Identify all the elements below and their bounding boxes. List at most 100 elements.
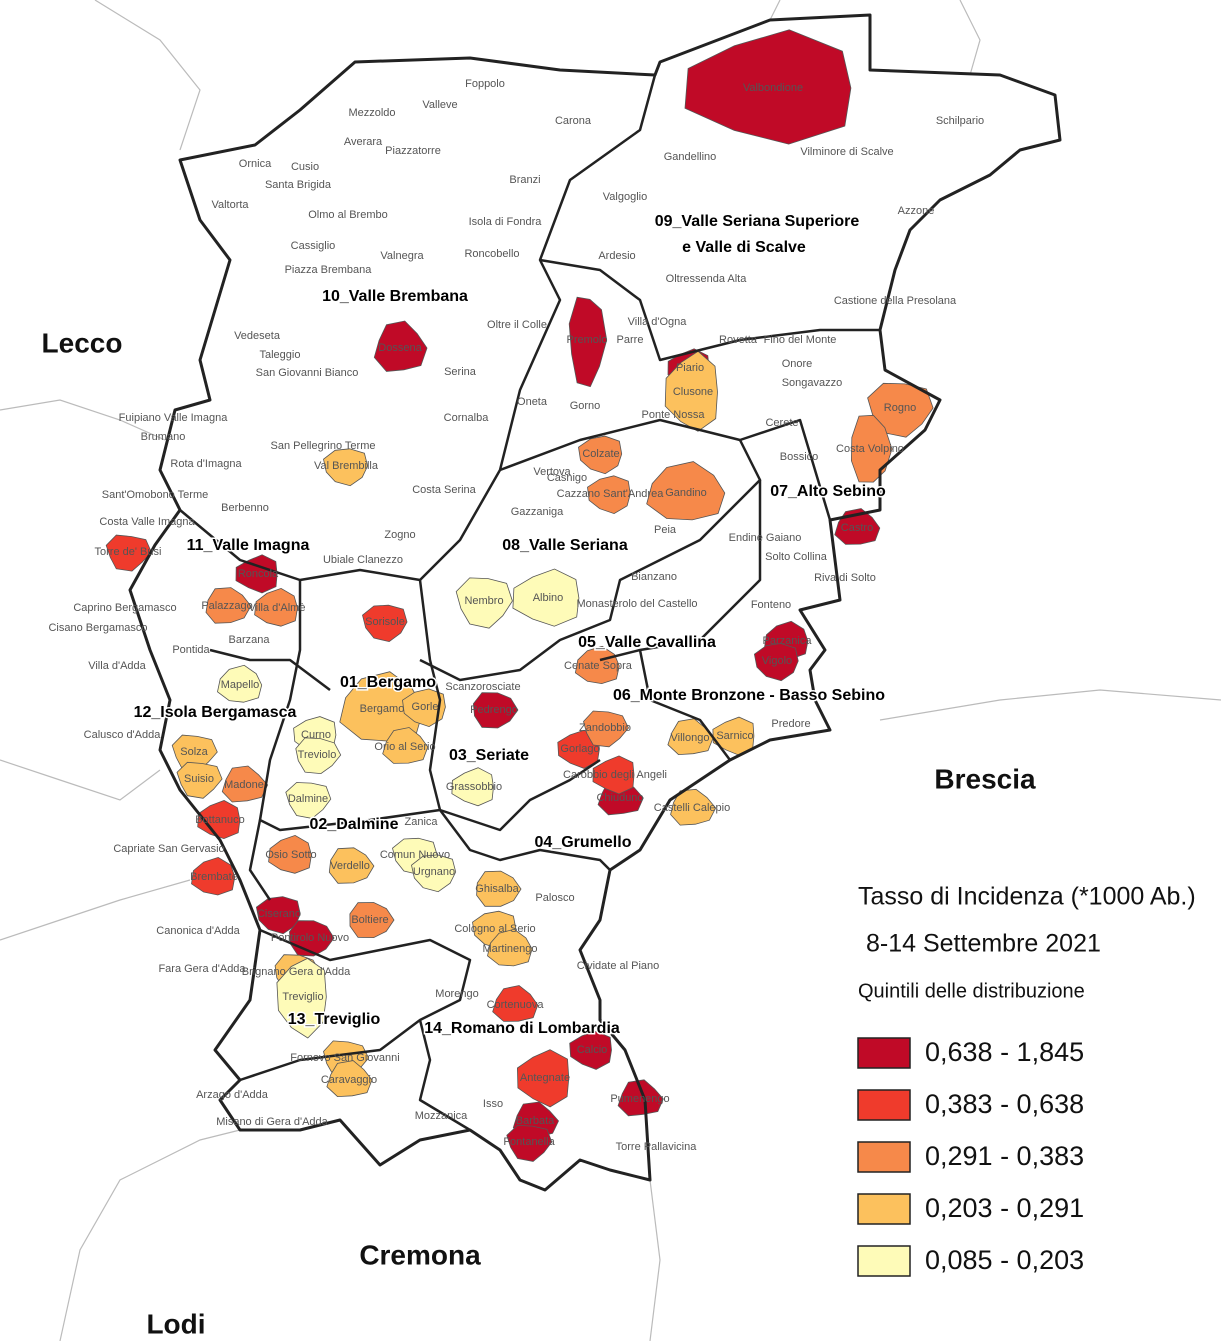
- municipality-label: Fino del Monte: [764, 334, 837, 346]
- municipality-label: Scanzorosciate: [445, 681, 520, 693]
- district-label: 11_Valle Imagna: [187, 537, 310, 554]
- municipality-label: Castelli Calepio: [654, 802, 730, 814]
- municipality-label: Sorisole: [365, 616, 405, 628]
- municipality-label: Costa Valle Imagna: [99, 516, 195, 528]
- municipality-area: [512, 568, 580, 627]
- district-label: e Valle di Scalve: [682, 239, 806, 256]
- border-line: [879, 689, 1221, 721]
- municipality-label: Foppolo: [465, 78, 505, 90]
- legend-label: 0,638 - 1,845: [925, 1037, 1084, 1067]
- municipality-area: [578, 435, 623, 475]
- municipality-area: [197, 800, 241, 840]
- municipality-area: [411, 854, 457, 893]
- municipality-fills: [105, 29, 934, 1162]
- municipality-label: Ghisalba: [475, 883, 519, 895]
- legend-subtitle: 8-14 Settembre 2021: [866, 930, 1101, 958]
- municipality-label: Gazzaniga: [511, 506, 564, 518]
- municipality-label: Canonica d'Adda: [156, 925, 240, 937]
- municipality-label: Berbenno: [221, 502, 269, 514]
- municipality-label: Parre: [617, 334, 644, 346]
- municipality-label: Misano di Gera d'Adda: [216, 1116, 328, 1128]
- region-label: Lecco: [42, 327, 123, 358]
- district-label: 07_Alto Sebino: [770, 483, 886, 500]
- municipality-label: Torre de' Busi: [95, 546, 162, 558]
- municipality-label: Isola di Fondra: [469, 216, 543, 228]
- municipality-area: [323, 448, 369, 487]
- district-label: 05_Valle Cavallina: [578, 634, 716, 651]
- legend-label: 0,291 - 0,383: [925, 1141, 1084, 1171]
- municipality-label: Nembro: [464, 595, 503, 607]
- municipality-label: Calusco d'Adda: [84, 729, 162, 741]
- municipality-label: Rogno: [884, 402, 916, 414]
- border-line: [0, 399, 166, 441]
- municipality-label: Fontanella: [503, 1136, 555, 1148]
- municipality-label: Zandobbio: [579, 722, 631, 734]
- municipality-label: Castro: [841, 522, 873, 534]
- municipality-label: Gandino: [665, 487, 707, 499]
- municipality-label: Capriate San Gervasio: [113, 843, 224, 855]
- municipality-label: Ciserano: [257, 908, 301, 920]
- district-label: 13_Treviglio: [288, 1011, 381, 1028]
- municipality-area: [592, 755, 635, 795]
- municipality-label: Bergamo: [360, 703, 405, 715]
- region-label: Lodi: [146, 1308, 205, 1339]
- province-outline: [128, 13, 1062, 1192]
- municipality-label: Val Brembilla: [314, 460, 379, 472]
- municipality-label: Costa Serina: [412, 484, 476, 496]
- municipality-label: Riva di Solto: [814, 572, 876, 584]
- municipality-label: Torre Pallavicina: [616, 1141, 698, 1153]
- labels: FoppoloValleveMezzoldoCaronaAveraraPiazz…: [42, 78, 1036, 1339]
- municipality-label: Bossico: [780, 451, 819, 463]
- municipality-area: [472, 692, 519, 729]
- municipality-label: Osio Sotto: [265, 849, 316, 861]
- municipality-area: [205, 587, 252, 624]
- district-borders: [179, 74, 880, 1132]
- municipality-label: Urgnano: [413, 866, 455, 878]
- region-label: Brescia: [934, 763, 1036, 794]
- municipality-label: Oneta: [517, 396, 548, 408]
- municipality-label: Pedrengo: [470, 704, 518, 716]
- municipality-label: Roncola: [238, 568, 279, 580]
- municipality-label: Pumenengo: [610, 1093, 669, 1105]
- municipality-label: Piario: [676, 362, 704, 374]
- municipality-area: [506, 1124, 553, 1162]
- municipality-area: [268, 834, 312, 874]
- municipality-label: Predore: [771, 718, 810, 730]
- municipality-area: [382, 727, 429, 764]
- municipality-label: Branzi: [509, 174, 540, 186]
- municipality-label: San Giovanni Bianco: [256, 367, 359, 379]
- municipality-label: Peia: [654, 524, 677, 536]
- municipality-label: Cisano Bergamasco: [48, 622, 147, 634]
- municipality-label: Sant'Omobono Terme: [102, 489, 208, 501]
- municipality-label: Averara: [344, 136, 383, 148]
- municipality-label: Valtorta: [211, 199, 249, 211]
- municipality-label: Orio al Serio: [374, 741, 435, 753]
- municipality-label: Verdello: [330, 860, 370, 872]
- municipality-label: Ubiale Clanezzo: [323, 554, 403, 566]
- municipality-label: Brignano Gera d'Adda: [242, 966, 351, 978]
- municipality-label: Solza: [180, 746, 208, 758]
- district-border: [239, 928, 472, 1082]
- municipality-area: [349, 902, 395, 939]
- district-border: [419, 439, 762, 682]
- municipality-label: Zogno: [384, 529, 415, 541]
- district-label: 12_Isola Bergamasca: [134, 704, 297, 721]
- border-line: [649, 1179, 661, 1341]
- district-border: [539, 258, 880, 362]
- municipality-label: Martinengo: [482, 943, 537, 955]
- municipality-label: Endine Gaiano: [729, 532, 802, 544]
- municipality-label: Azzone: [898, 205, 935, 217]
- municipality-label: Dossena: [378, 342, 422, 354]
- district-border: [418, 1019, 471, 1132]
- municipality-label: Suisio: [184, 773, 214, 785]
- municipality-label: Oltressenda Alta: [666, 273, 748, 285]
- municipality-label: Arzago d'Adda: [196, 1089, 269, 1101]
- municipality-label: Fuipiano Valle Imagna: [119, 412, 229, 424]
- municipality-area: [255, 896, 301, 935]
- legend-label: 0,203 - 0,291: [925, 1193, 1084, 1223]
- municipality-label: Castione della Presolana: [834, 295, 957, 307]
- legend-swatch: [857, 1193, 911, 1225]
- district-border: [248, 819, 272, 901]
